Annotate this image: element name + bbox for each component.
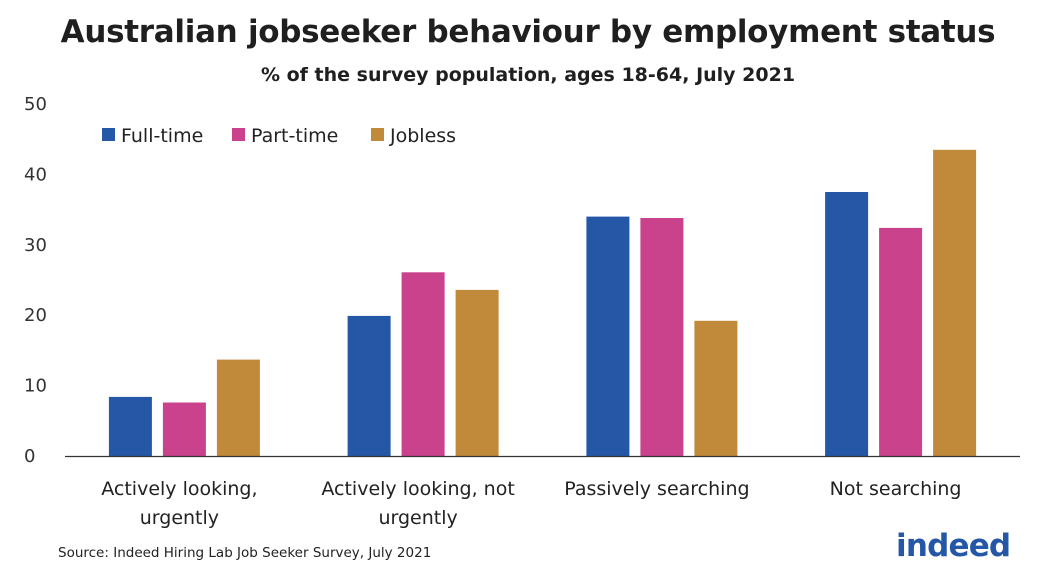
- legend: Full-time Part-time Jobless: [102, 125, 456, 147]
- category-label: Passively searching: [564, 478, 749, 500]
- bar-jobless-3: [694, 320, 738, 456]
- chart-title: Australian jobseeker behaviour by employ…: [60, 14, 996, 50]
- bar-part-time-2: [401, 272, 445, 456]
- bar-full-time-2: [347, 315, 391, 456]
- category-label: Actively looking, not: [321, 478, 514, 500]
- bar-full-time-1: [108, 396, 152, 456]
- chart-subtitle: % of the survey population, ages 18-64, …: [260, 64, 796, 86]
- category-label: urgently: [378, 507, 457, 529]
- legend-swatch-part-time: [232, 128, 245, 141]
- category-label: Actively looking,: [101, 478, 257, 500]
- bar-full-time-3: [586, 216, 630, 456]
- y-tick-label: 10: [24, 376, 47, 397]
- legend-label-part-time: Part-time: [251, 125, 338, 147]
- bar-full-time-4: [825, 192, 869, 456]
- bar-part-time-4: [879, 227, 923, 456]
- bar-part-time-3: [640, 218, 684, 456]
- y-tick-label: 20: [24, 305, 47, 326]
- y-tick-label: 30: [24, 235, 47, 256]
- legend-label-jobless: Jobless: [389, 125, 456, 147]
- y-tick-label: 0: [24, 446, 35, 467]
- source-note: Source: Indeed Hiring Lab Job Seeker Sur…: [58, 545, 432, 561]
- legend-swatch-jobless: [371, 128, 384, 141]
- y-tick-label: 40: [24, 164, 47, 185]
- y-axis: 0 10 20 30 40 50: [24, 94, 47, 467]
- x-axis-categories: Actively looking, urgently Actively lookin…: [101, 478, 961, 529]
- bar-part-time-1: [162, 402, 206, 456]
- legend-swatch-full-time: [102, 128, 115, 141]
- bar-jobless-2: [455, 289, 499, 456]
- bar-jobless-4: [933, 149, 977, 457]
- y-tick-label: 50: [24, 94, 47, 115]
- category-label: Not searching: [830, 478, 962, 500]
- indeed-logo: indeed: [896, 528, 1011, 564]
- legend-label-full-time: Full-time: [121, 125, 203, 147]
- category-label: urgently: [140, 507, 219, 529]
- bars: [108, 149, 977, 457]
- bar-jobless-1: [216, 359, 260, 456]
